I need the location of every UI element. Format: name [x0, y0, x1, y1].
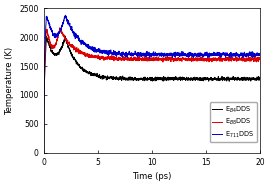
E$_{B8}$DDS: [252, 59, 255, 61]
E$_{B8}$DDS: [135, 57, 138, 60]
E$_{711}$DDS: [241, 56, 245, 58]
E$_{B4}$DDS: [64, 35, 67, 37]
E$_{B4}$DDS: [241, 78, 245, 80]
E$_{B8}$DDS: [42, 149, 45, 151]
E$_{B4}$DDS: [200, 78, 203, 80]
E$_{B4}$DDS: [135, 78, 138, 81]
E$_{B8}$DDS: [200, 58, 203, 60]
Y-axis label: Temperature (K): Temperature (K): [5, 46, 14, 115]
Line: E$_{711}$DDS: E$_{711}$DDS: [44, 15, 260, 150]
E$_{B4}$DDS: [145, 78, 148, 80]
E$_{711}$DDS: [64, 14, 67, 16]
Line: E$_{B4}$DDS: E$_{B4}$DDS: [44, 36, 260, 149]
E$_{B8}$DDS: [241, 58, 245, 60]
E$_{B4}$DDS: [259, 76, 262, 79]
E$_{B8}$DDS: [259, 59, 262, 61]
E$_{711}$DDS: [145, 53, 148, 55]
E$_{711}$DDS: [42, 149, 45, 152]
E$_{B4}$DDS: [133, 78, 136, 80]
Line: E$_{B8}$DDS: E$_{B8}$DDS: [44, 28, 260, 150]
E$_{B4}$DDS: [42, 148, 45, 150]
E$_{B8}$DDS: [145, 60, 148, 62]
E$_{711}$DDS: [252, 55, 255, 57]
E$_{B8}$DDS: [133, 58, 136, 60]
E$_{711}$DDS: [200, 53, 203, 55]
E$_{711}$DDS: [259, 53, 262, 55]
X-axis label: Time (ps): Time (ps): [132, 172, 172, 181]
E$_{B4}$DDS: [252, 77, 255, 79]
E$_{B8}$DDS: [58, 27, 62, 29]
E$_{711}$DDS: [133, 53, 136, 55]
E$_{711}$DDS: [135, 55, 138, 57]
Legend: E$_{B4}$DDS, E$_{B8}$DDS, E$_{711}$DDS: E$_{B4}$DDS, E$_{B8}$DDS, E$_{711}$DDS: [210, 102, 257, 142]
